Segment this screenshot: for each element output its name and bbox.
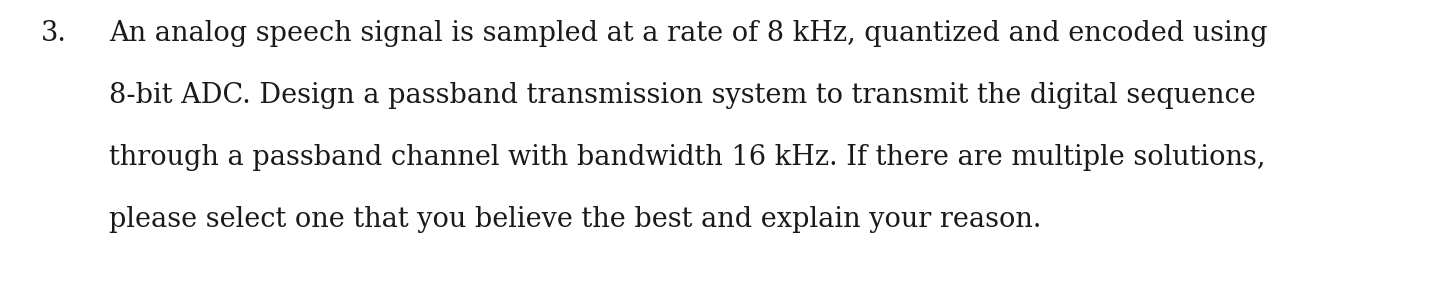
Text: through a passband channel with bandwidth 16 kHz. If there are multiple solution: through a passband channel with bandwidt… — [109, 144, 1265, 171]
Text: please select one that you believe the best and explain your reason.: please select one that you believe the b… — [109, 206, 1041, 233]
Text: An analog speech signal is sampled at a rate of 8 kHz, quantized and encoded usi: An analog speech signal is sampled at a … — [109, 20, 1268, 47]
Text: 3.: 3. — [41, 20, 67, 47]
Text: 8-bit ADC. Design a passband transmission system to transmit the digital sequenc: 8-bit ADC. Design a passband transmissio… — [109, 82, 1256, 109]
